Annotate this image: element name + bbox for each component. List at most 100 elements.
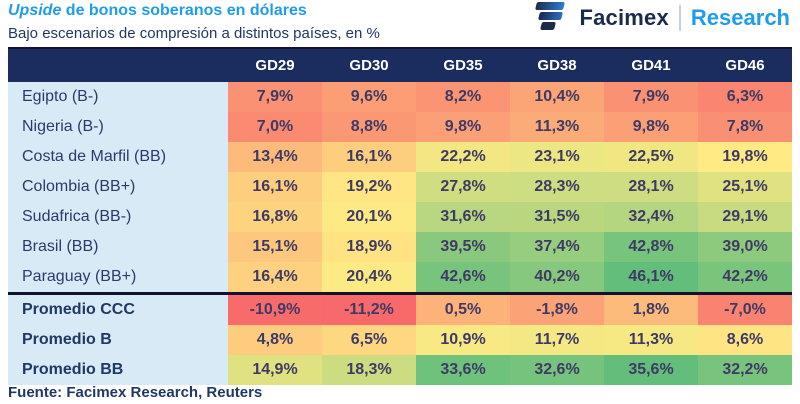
- value-cell: -10,9%: [228, 292, 322, 325]
- value-cell: 15,1%: [228, 232, 322, 262]
- value-cell: 1,8%: [604, 292, 698, 325]
- value-cell: 31,5%: [510, 202, 604, 232]
- row-label: Colombia (BB+): [8, 172, 228, 202]
- value-cell: 16,4%: [228, 262, 322, 294]
- value-cell: 22,5%: [604, 142, 698, 172]
- page-title-rest: de bonos soberanos en dólares: [61, 2, 307, 19]
- table-row: Promedio CCC -10,9% -11,2% 0,5% -1,8% 1,8% -7,…: [8, 292, 792, 325]
- value-cell: 8,6%: [698, 325, 792, 355]
- table-row: Brasil (BB) 15,1% 18,9% 39,5% 37,4% 42,8% 39,0…: [8, 232, 792, 262]
- column-header-gd38: GD38: [510, 47, 604, 82]
- value-cell: 40,2%: [510, 262, 604, 294]
- value-cell: 33,6%: [416, 355, 510, 385]
- value-cell: 7,9%: [604, 82, 698, 112]
- value-cell: 9,6%: [322, 82, 416, 112]
- value-cell: 9,8%: [604, 112, 698, 142]
- table-row: Sudafrica (BB-) 16,8% 20,1% 31,6% 31,5% 32,4%…: [8, 202, 792, 232]
- brand-logo: Facimex Research: [532, 1, 790, 35]
- column-header-gd30: GD30: [322, 47, 416, 82]
- value-cell: 0,5%: [416, 292, 510, 325]
- table-row: Colombia (BB+) 16,1% 19,2% 27,8% 28,3% 28,1% 2…: [8, 172, 792, 202]
- value-cell: 16,1%: [322, 142, 416, 172]
- header-row: GD29 GD30 GD35 GD38 GD41 GD46: [8, 47, 792, 82]
- value-cell: 7,9%: [228, 82, 322, 112]
- row-label: Costa de Marfil (BB): [8, 142, 228, 172]
- value-cell: 16,1%: [228, 172, 322, 202]
- value-cell: 7,8%: [698, 112, 792, 142]
- row-label: Promedio B: [8, 325, 228, 355]
- value-cell: 8,8%: [322, 112, 416, 142]
- value-cell: -11,2%: [322, 292, 416, 325]
- table-row: Promedio BB 14,9% 18,3% 33,6% 32,6% 35,6% 32,2…: [8, 355, 792, 385]
- heatmap-table: GD29 GD30 GD35 GD38 GD41 GD46 Egipto (B-) 7,9%…: [8, 47, 792, 385]
- value-cell: -7,0%: [698, 292, 792, 325]
- row-label: Brasil (BB): [8, 232, 228, 262]
- value-cell: 32,2%: [698, 355, 792, 385]
- value-cell: 18,3%: [322, 355, 416, 385]
- value-cell: 42,2%: [698, 262, 792, 294]
- value-cell: 20,1%: [322, 202, 416, 232]
- page-subtitle: Bajo escenarios de compresión a distinto…: [8, 25, 380, 42]
- value-cell: 9,8%: [416, 112, 510, 142]
- value-cell: 7,0%: [228, 112, 322, 142]
- page-title-emphasis: Upside: [8, 2, 62, 19]
- value-cell: 35,6%: [604, 355, 698, 385]
- value-cell: 37,4%: [510, 232, 604, 262]
- column-header-gd35: GD35: [416, 47, 510, 82]
- row-label: Sudafrica (BB-): [8, 202, 228, 232]
- value-cell: 6,3%: [698, 82, 792, 112]
- corner-cell: [8, 47, 228, 82]
- page-title: Upside de bonos soberanos en dólares: [8, 1, 380, 21]
- value-cell: 42,6%: [416, 262, 510, 294]
- table-body: Egipto (B-) 7,9% 9,6% 8,2% 10,4% 7,9% 6,3% Nige…: [8, 82, 792, 385]
- table-row: Nigeria (B-) 7,0% 8,8% 9,8% 11,3% 9,8% 7,8%: [8, 112, 792, 142]
- table-row: Promedio B 4,8% 6,5% 10,9% 11,7% 11,3% 8,6%: [8, 325, 792, 355]
- value-cell: 28,3%: [510, 172, 604, 202]
- value-cell: 8,2%: [416, 82, 510, 112]
- value-cell: 10,4%: [510, 82, 604, 112]
- value-cell: 32,4%: [604, 202, 698, 232]
- value-cell: 18,9%: [322, 232, 416, 262]
- source-note: Fuente: Facimex Research, Reuters: [8, 384, 263, 401]
- value-cell: 11,3%: [604, 325, 698, 355]
- value-cell: 11,3%: [510, 112, 604, 142]
- value-cell: 6,5%: [322, 325, 416, 355]
- value-cell: 31,6%: [416, 202, 510, 232]
- value-cell: 25,1%: [698, 172, 792, 202]
- brand-research-label: Research: [690, 5, 790, 30]
- brand-divider: [678, 5, 681, 31]
- value-cell: 16,8%: [228, 202, 322, 232]
- row-label: Nigeria (B-): [8, 112, 228, 142]
- table-row: Costa de Marfil (BB) 13,4% 16,1% 22,2% 23,1%…: [8, 142, 792, 172]
- value-cell: 23,1%: [510, 142, 604, 172]
- value-cell: 46,1%: [604, 262, 698, 294]
- value-cell: 4,8%: [228, 325, 322, 355]
- value-cell: 32,6%: [510, 355, 604, 385]
- column-header-gd46: GD46: [698, 47, 792, 82]
- value-cell: 27,8%: [416, 172, 510, 202]
- value-cell: -1,8%: [510, 292, 604, 325]
- row-label: Paraguay (BB+): [8, 262, 228, 294]
- brand-name: Facimex: [579, 5, 669, 30]
- facimex-layers-icon: [532, 2, 570, 34]
- table-row: Egipto (B-) 7,9% 9,6% 8,2% 10,4% 7,9% 6,3%: [8, 82, 792, 112]
- value-cell: 39,5%: [416, 232, 510, 262]
- value-cell: 14,9%: [228, 355, 322, 385]
- value-cell: 19,8%: [698, 142, 792, 172]
- table-row: Paraguay (BB+) 16,4% 20,4% 42,6% 40,2% 46,1% 4…: [8, 262, 792, 294]
- value-cell: 11,7%: [510, 325, 604, 355]
- title-block: Upside de bonos soberanos en dólares Baj…: [8, 1, 380, 43]
- value-cell: 42,8%: [604, 232, 698, 262]
- column-header-gd41: GD41: [604, 47, 698, 82]
- value-cell: 20,4%: [322, 262, 416, 294]
- value-cell: 19,2%: [322, 172, 416, 202]
- value-cell: 29,1%: [698, 202, 792, 232]
- value-cell: 22,2%: [416, 142, 510, 172]
- row-label: Promedio CCC: [8, 292, 228, 325]
- row-label: Egipto (B-): [8, 82, 228, 112]
- value-cell: 13,4%: [228, 142, 322, 172]
- row-label: Promedio BB: [8, 355, 228, 385]
- value-cell: 10,9%: [416, 325, 510, 355]
- value-cell: 39,0%: [698, 232, 792, 262]
